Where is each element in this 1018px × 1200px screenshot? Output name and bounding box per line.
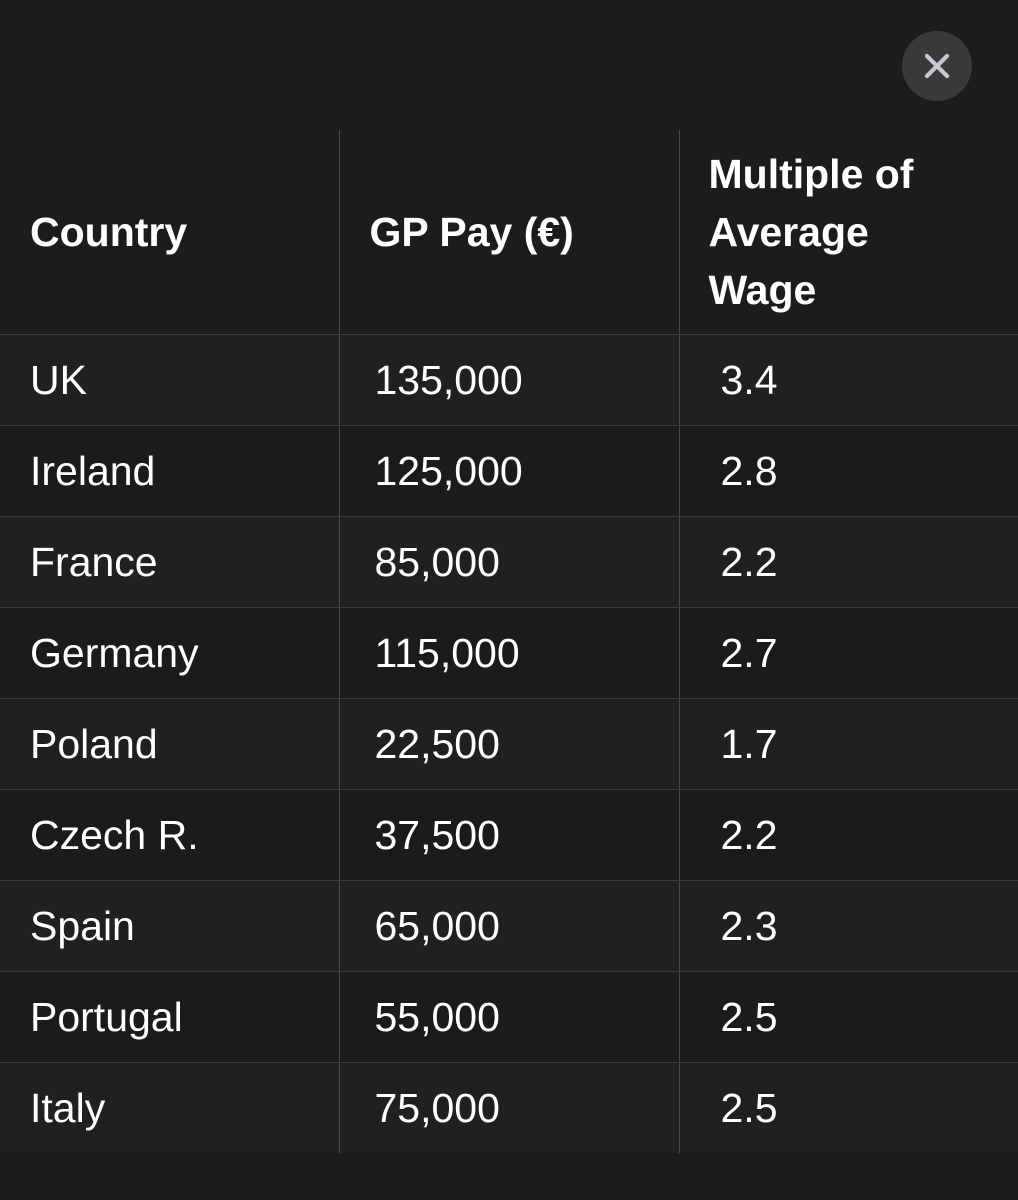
- cell-country: Germany: [0, 607, 339, 699]
- cell-gp-pay: 135,000: [338, 334, 679, 426]
- cell-multiple: 2.5: [678, 971, 1018, 1063]
- table-row: Spain 65,000 2.3: [0, 880, 1018, 972]
- cell-country: UK: [0, 334, 339, 426]
- cell-multiple: 2.2: [678, 516, 1018, 608]
- cell-multiple: 2.5: [678, 1062, 1018, 1153]
- cell-country: Czech R.: [0, 789, 339, 881]
- data-table-container: Country GP Pay (€) Multiple of Average W…: [0, 130, 1018, 1153]
- cell-multiple: 2.3: [678, 880, 1018, 972]
- cell-country: France: [0, 516, 339, 608]
- cell-gp-pay: 85,000: [338, 516, 679, 608]
- table-row: Portugal 55,000 2.5: [0, 971, 1018, 1063]
- cell-country: Spain: [0, 880, 339, 972]
- cell-multiple: 2.7: [678, 607, 1018, 699]
- cell-gp-pay: 115,000: [338, 607, 679, 699]
- close-button[interactable]: [902, 31, 972, 101]
- table-row: Ireland 125,000 2.8: [0, 425, 1018, 517]
- table-row: France 85,000 2.2: [0, 516, 1018, 608]
- column-header-multiple: Multiple of Average Wage: [678, 130, 1018, 335]
- gp-pay-table: Country GP Pay (€) Multiple of Average W…: [0, 130, 1018, 1153]
- table-row: Italy 75,000 2.5: [0, 1062, 1018, 1153]
- column-header-country: Country: [0, 130, 339, 335]
- cell-gp-pay: 125,000: [338, 425, 679, 517]
- cell-multiple: 2.8: [678, 425, 1018, 517]
- cell-multiple: 2.2: [678, 789, 1018, 881]
- table-row: Czech R. 37,500 2.2: [0, 789, 1018, 881]
- cell-multiple: 1.7: [678, 698, 1018, 790]
- cell-gp-pay: 22,500: [338, 698, 679, 790]
- close-icon: [924, 53, 950, 79]
- cell-country: Portugal: [0, 971, 339, 1063]
- cell-gp-pay: 37,500: [338, 789, 679, 881]
- cell-gp-pay: 65,000: [338, 880, 679, 972]
- cell-country: Poland: [0, 698, 339, 790]
- cell-country: Ireland: [0, 425, 339, 517]
- table-row: UK 135,000 3.4: [0, 334, 1018, 426]
- cell-gp-pay: 75,000: [338, 1062, 679, 1153]
- cell-multiple: 3.4: [678, 334, 1018, 426]
- column-header-gp-pay: GP Pay (€): [338, 130, 679, 335]
- table-header-row: Country GP Pay (€) Multiple of Average W…: [0, 130, 1018, 335]
- table-row: Germany 115,000 2.7: [0, 607, 1018, 699]
- cell-gp-pay: 55,000: [338, 971, 679, 1063]
- table-row: Poland 22,500 1.7: [0, 698, 1018, 790]
- cell-country: Italy: [0, 1062, 339, 1153]
